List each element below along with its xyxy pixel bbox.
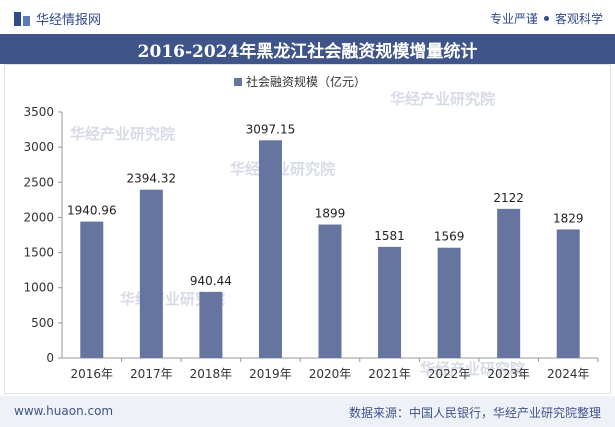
bar xyxy=(318,224,342,358)
data-label: 940.44 xyxy=(190,274,232,288)
bar xyxy=(497,208,521,358)
bar xyxy=(199,291,223,358)
x-tick-label: 2019年 xyxy=(249,367,292,381)
title-bar: 2016-2024年黑龙江社会融资规模增量统计 xyxy=(0,34,615,64)
tagline-left: 专业严谨 xyxy=(489,12,538,26)
data-label: 1940.96 xyxy=(67,204,117,218)
x-tick-label: 2021年 xyxy=(368,367,411,381)
bar xyxy=(556,229,580,358)
watermark-text: 华经产业研究院 xyxy=(390,90,495,108)
x-tick-label: 2018年 xyxy=(190,367,233,381)
data-label: 1899 xyxy=(315,207,346,221)
y-tick-label: 1500 xyxy=(23,246,54,260)
y-tick-label: 3000 xyxy=(23,140,54,154)
bar xyxy=(258,140,282,358)
bar xyxy=(378,246,402,358)
tagline: 专业严谨 客观科学 xyxy=(490,10,603,27)
watermark-text: 华经产业研究院 xyxy=(420,360,525,378)
tagline-right: 客观科学 xyxy=(554,12,603,26)
y-tick-label: 500 xyxy=(31,316,54,330)
footer: www.huaon.com 数据来源：中国人民银行，华经产业研究院整理 xyxy=(0,396,615,427)
data-source: 数据来源：中国人民银行，华经产业研究院整理 xyxy=(348,406,601,420)
x-tick-label: 2017年 xyxy=(130,367,173,381)
bar-chart: 华经产业研究院华经产业研究院华经产业研究院华经产业研究院华经产业研究院社会融资规… xyxy=(23,74,599,381)
brand-logo-icon xyxy=(14,11,30,26)
watermark-text: 华经产业研究院 xyxy=(230,160,335,178)
x-tick-label: 2016年 xyxy=(71,367,114,381)
brand: 华经情报网 xyxy=(14,9,101,28)
data-label: 2122 xyxy=(493,191,524,205)
x-tick-label: 2024年 xyxy=(547,367,590,381)
data-label: 2394.32 xyxy=(127,172,177,186)
watermark-text: 华经产业研究院 xyxy=(70,125,175,143)
x-tick-label: 2020年 xyxy=(309,367,352,381)
data-label: 1569 xyxy=(434,230,465,244)
data-label: 1581 xyxy=(374,229,405,243)
top-bar: 华经情报网 专业严谨 客观科学 xyxy=(0,0,615,34)
bar xyxy=(139,189,163,358)
data-label: 3097.15 xyxy=(246,122,296,136)
y-tick-label: 2000 xyxy=(23,210,54,224)
chart-frame xyxy=(4,64,611,394)
bullet-icon xyxy=(543,16,549,21)
x-tick-label: 2023年 xyxy=(487,367,530,381)
chart-title: 2016-2024年黑龙江社会融资规模增量统计 xyxy=(137,41,478,62)
website-link[interactable]: www.huaon.com xyxy=(14,404,114,418)
bar xyxy=(437,247,461,358)
x-tick-label: 2022年 xyxy=(428,367,471,381)
brand-name: 华经情报网 xyxy=(36,13,102,28)
y-tick-label: 3500 xyxy=(23,105,54,119)
legend-label: 社会融资规模（亿元） xyxy=(246,74,366,89)
data-label: 1829 xyxy=(553,211,584,225)
y-tick-label: 0 xyxy=(46,351,54,365)
y-tick-label: 1000 xyxy=(23,281,54,295)
bar xyxy=(80,221,104,358)
y-tick-label: 2500 xyxy=(23,175,54,189)
legend-swatch xyxy=(234,78,242,86)
